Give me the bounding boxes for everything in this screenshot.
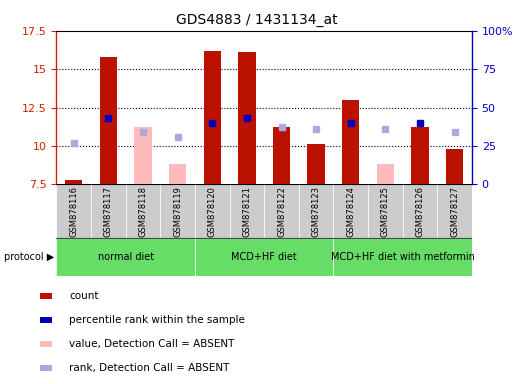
Text: GSM878121: GSM878121 [242,186,251,237]
Bar [41,341,52,347]
Bar [195,238,333,276]
Bar [126,184,160,238]
Bar [437,184,472,238]
Bar [273,127,290,184]
Text: GSM878125: GSM878125 [381,186,390,237]
Text: count: count [69,291,99,301]
Bar [446,149,463,184]
Text: GSM878127: GSM878127 [450,186,459,237]
Text: percentile rank within the sample: percentile rank within the sample [69,315,245,325]
Text: protocol ▶: protocol ▶ [4,252,54,262]
Bar [333,238,472,276]
Bar [134,127,152,184]
Bar [100,57,117,184]
Bar [411,127,429,184]
Bar [41,317,52,323]
Text: GSM878118: GSM878118 [139,186,148,237]
Text: GSM878120: GSM878120 [208,186,217,237]
Bar [264,184,299,238]
Bar [307,144,325,184]
Text: GSM878122: GSM878122 [277,186,286,237]
Text: MCD+HF diet: MCD+HF diet [231,252,297,262]
Bar [229,184,264,238]
Text: rank, Detection Call = ABSENT: rank, Detection Call = ABSENT [69,363,230,373]
Bar [204,51,221,184]
Bar [377,164,394,184]
Bar [56,238,195,276]
Text: GSM878116: GSM878116 [69,186,78,237]
Text: GSM878119: GSM878119 [173,186,182,237]
Text: GSM878123: GSM878123 [311,186,321,237]
Bar [299,184,333,238]
Text: normal diet: normal diet [97,252,154,262]
Bar [342,100,360,184]
Text: GSM878117: GSM878117 [104,186,113,237]
Bar [368,184,403,238]
Bar [41,365,52,371]
Bar [65,180,83,184]
Bar [91,184,126,238]
Text: GSM878124: GSM878124 [346,186,356,237]
Text: GDS4883 / 1431134_at: GDS4883 / 1431134_at [175,13,338,27]
Bar [41,293,52,299]
Bar [333,184,368,238]
Text: GSM878126: GSM878126 [416,186,425,237]
Bar [160,184,195,238]
Text: value, Detection Call = ABSENT: value, Detection Call = ABSENT [69,339,235,349]
Bar [238,52,255,184]
Bar [56,184,91,238]
Text: MCD+HF diet with metformin: MCD+HF diet with metformin [331,252,475,262]
Bar [403,184,437,238]
Bar [169,164,186,184]
Bar [195,184,229,238]
